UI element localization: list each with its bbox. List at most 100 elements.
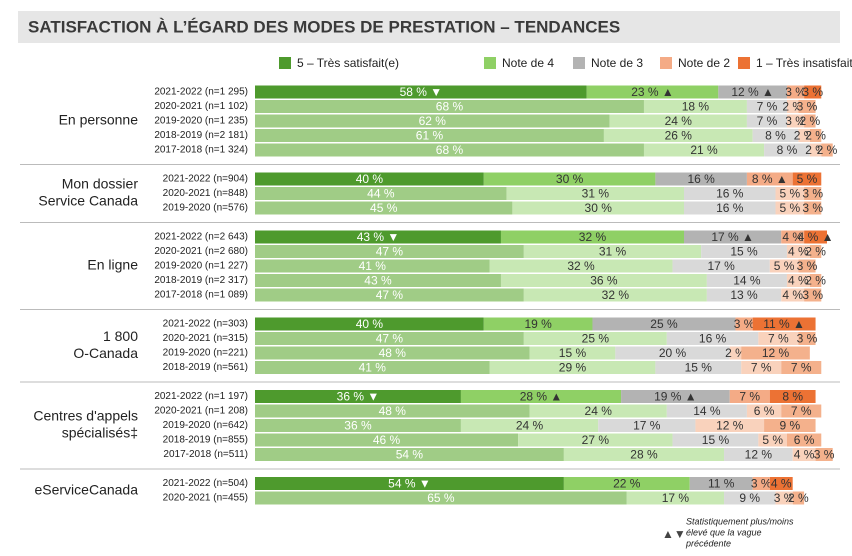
legend-label: Note de 2 [678, 56, 730, 70]
bar-segment [746, 172, 793, 186]
bar-segment [255, 404, 530, 418]
bar-segment [684, 230, 782, 244]
bar-segment [775, 187, 805, 200]
value-label: 12 % [745, 448, 773, 462]
bar-segment [598, 419, 696, 432]
bar-segment [255, 477, 564, 490]
value-label: 3 % [774, 491, 795, 505]
value-label: 45 % [370, 201, 398, 215]
bar-segment [792, 491, 805, 505]
value-label: 12 % [716, 419, 744, 433]
legend-label: 5 – Très satisfait(e) [297, 56, 399, 70]
bar-segment [724, 491, 776, 505]
bar-segment [523, 245, 702, 258]
value-label: 21 % [690, 143, 718, 157]
legend-swatch [484, 57, 496, 69]
bar-segment [729, 390, 770, 403]
bar-segment [769, 259, 799, 273]
value-label: 16 % [716, 187, 744, 201]
bar-segment [621, 390, 730, 403]
bar-segment [609, 114, 747, 128]
value-label: 14 % [693, 404, 721, 418]
bar-segment [781, 361, 822, 374]
bar-segment [786, 274, 810, 287]
bar-segment [643, 100, 747, 113]
bar-segment [483, 317, 593, 331]
bar-segment [255, 491, 627, 505]
bar-segment [655, 172, 747, 186]
bar-segment [781, 230, 805, 244]
value-label: 40 % [356, 172, 384, 186]
bar-segment [815, 448, 833, 461]
value-label: 29 % [559, 361, 587, 375]
value-label: 3 % [802, 288, 823, 302]
group-label: O-Canada [73, 345, 138, 361]
value-label: 24 % [665, 114, 693, 128]
value-label: 25 % [582, 332, 610, 346]
row-label: 2017-2018 (n=511) [163, 449, 248, 460]
value-label: 11 % ▲ [763, 317, 805, 331]
legend-swatch [279, 57, 291, 69]
bar-segment [752, 317, 816, 331]
bar-segment [792, 172, 822, 186]
bar-segment [804, 230, 827, 244]
group-label: Service Canada [38, 193, 138, 209]
bar-segment [764, 419, 816, 432]
value-label: 6 % [794, 433, 815, 447]
bar-segment [643, 143, 765, 157]
note-line: précédente [685, 538, 731, 548]
row-label: 2020-2021 (n=2 680) [154, 246, 248, 257]
value-label: 17 % ▲ [711, 230, 754, 244]
bar-segment [684, 187, 776, 200]
bar-segment [809, 129, 822, 142]
bar-segment [746, 404, 782, 418]
value-label: 31 % [582, 187, 610, 201]
value-label: 26 % [665, 129, 693, 143]
bar-segment [798, 100, 816, 113]
value-label: 4 % [782, 230, 803, 244]
value-label: 3 % [785, 114, 806, 128]
bar-segment [255, 100, 644, 113]
value-label: 2 % [794, 129, 815, 143]
value-label: 16 % [687, 172, 715, 186]
value-label: 58 % ▼ [400, 85, 443, 99]
bar-segment [460, 390, 622, 403]
value-label: 44 % [367, 187, 395, 201]
bar-segment [255, 259, 490, 273]
bar-segment [489, 361, 656, 374]
value-label: 41 % [359, 259, 387, 273]
value-label: 46 % [373, 433, 401, 447]
bar-segment [255, 143, 644, 157]
bar-segment [255, 361, 490, 374]
bar-segment [689, 477, 753, 490]
value-label: 65 % [427, 491, 455, 505]
bar-segment [775, 201, 805, 215]
bar-segment [735, 317, 753, 331]
legend-swatch [660, 57, 672, 69]
value-label: 9 % [739, 491, 760, 505]
bar-segment [752, 129, 799, 142]
value-label: 43 % [364, 274, 392, 288]
value-label: 7 % [751, 361, 772, 375]
bar-segment [626, 491, 725, 505]
bar-segment [786, 100, 799, 113]
value-label: 32 % [567, 259, 595, 273]
bar-segment [798, 332, 816, 345]
bar-segment [255, 433, 519, 447]
value-label: 2 % [805, 129, 826, 143]
bar-segment [786, 245, 810, 258]
value-label: 23 % ▲ [631, 85, 674, 99]
bar-segment [741, 361, 782, 374]
value-label: 14 % [733, 274, 761, 288]
bar-segment [563, 477, 690, 490]
row-label: 2021-2022 (n=303) [163, 319, 248, 330]
row-label: 2021-2022 (n=2 643) [154, 232, 248, 243]
value-label: 12 % ▲ [731, 85, 774, 99]
value-label: 5 % [774, 259, 795, 273]
bar-segment [255, 172, 484, 186]
value-label: 11 % [708, 477, 735, 491]
bar-segment [695, 419, 765, 432]
value-label: 3 % [797, 332, 818, 346]
value-label: 5 % [797, 172, 818, 186]
row-label: 2018-2019 (n=2 317) [154, 275, 248, 286]
